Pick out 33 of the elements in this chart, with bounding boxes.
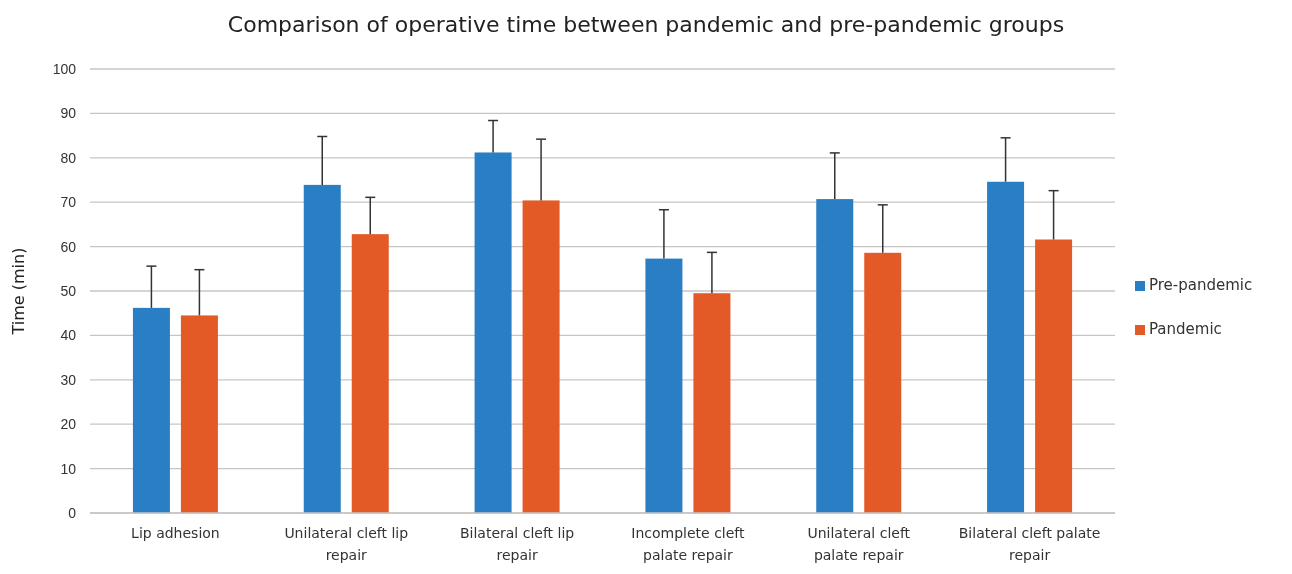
bar bbox=[474, 152, 512, 513]
y-tick-label: 0 bbox=[68, 504, 77, 521]
bar bbox=[1035, 239, 1073, 513]
bar bbox=[180, 315, 218, 513]
y-axis-title: Time (min) bbox=[9, 247, 28, 336]
bar bbox=[351, 234, 389, 513]
bar bbox=[987, 181, 1025, 513]
y-tick-label: 10 bbox=[60, 460, 77, 477]
x-tick-label: Unilateral cleft lip repair bbox=[284, 525, 409, 563]
bar bbox=[645, 258, 683, 513]
legend-label: Pre-pandemic bbox=[1149, 276, 1253, 294]
y-tick-label: 40 bbox=[60, 327, 77, 344]
x-tick-label: Bilateral cleft palate repair bbox=[958, 525, 1101, 563]
bar bbox=[816, 199, 854, 513]
bar bbox=[303, 184, 341, 513]
y-tick-label: 30 bbox=[60, 371, 77, 388]
y-tick-label: 100 bbox=[52, 60, 77, 77]
x-tick-label: Incomplete cleft palate repair bbox=[631, 525, 746, 563]
y-tick-label: 60 bbox=[60, 238, 77, 255]
x-tick-label: Lip adhesion bbox=[131, 525, 220, 541]
y-tick-label: 80 bbox=[60, 149, 77, 166]
chart-title: Comparison of operative time between pandemic and pre-pandemic groups bbox=[227, 12, 1065, 37]
y-tick-label: 20 bbox=[60, 416, 77, 433]
legend-label: Pandemic bbox=[1149, 320, 1222, 338]
y-tick-label: 90 bbox=[60, 105, 77, 122]
y-tick-label: 70 bbox=[60, 194, 77, 211]
x-tick-label: Bilateral cleft lip repair bbox=[459, 525, 575, 563]
bar bbox=[522, 200, 560, 513]
bar bbox=[693, 293, 731, 513]
y-tick-label: 50 bbox=[60, 282, 77, 299]
bar bbox=[132, 307, 170, 513]
x-tick-label: Unilateral cleft palate repair bbox=[807, 525, 911, 563]
bar bbox=[864, 252, 902, 513]
